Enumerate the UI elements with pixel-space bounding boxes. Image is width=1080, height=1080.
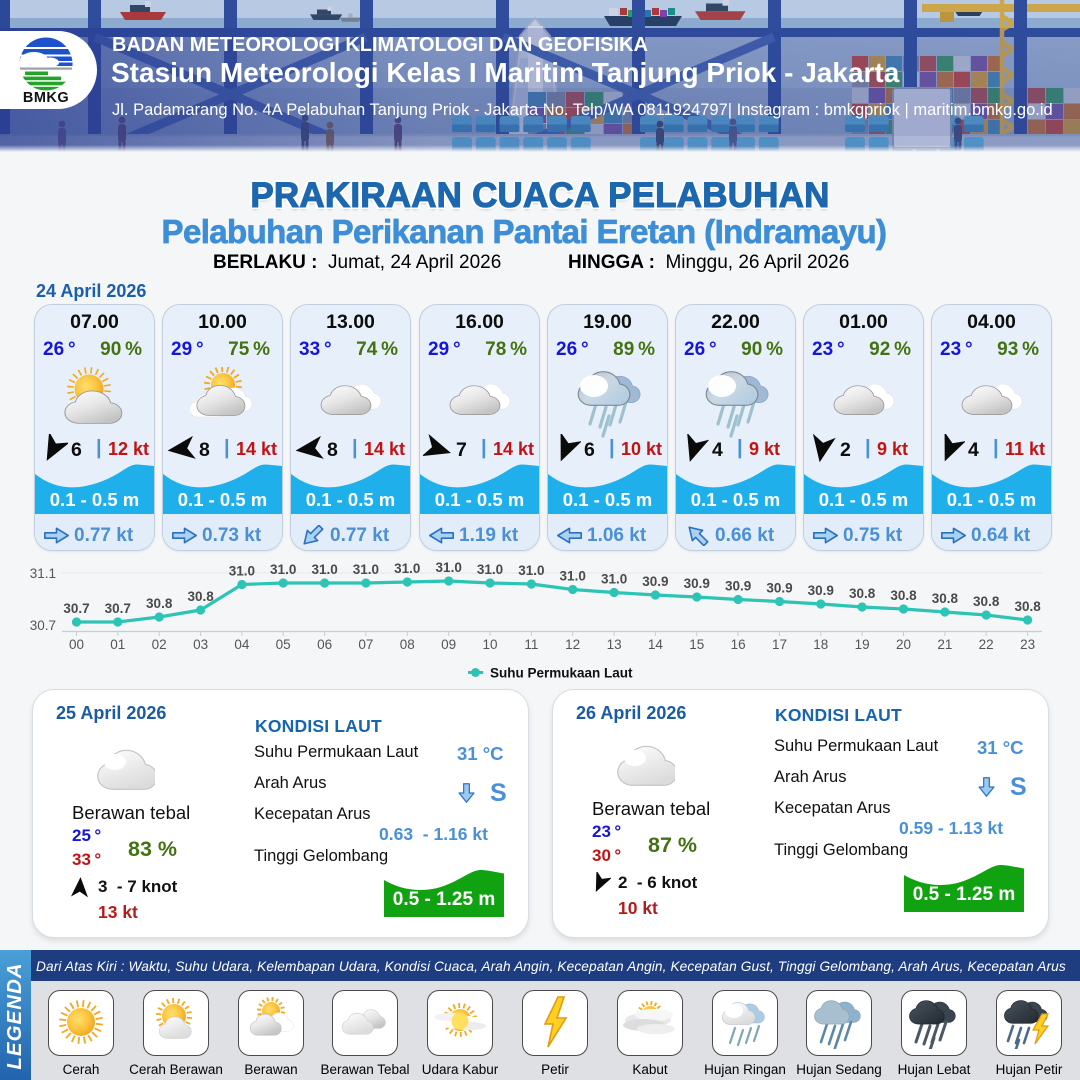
- svg-text:30.8: 30.8: [849, 586, 876, 601]
- svg-text:13: 13: [607, 637, 622, 652]
- svg-text:31.0: 31.0: [518, 563, 544, 578]
- svg-text:15: 15: [689, 637, 704, 652]
- svg-text:16: 16: [731, 637, 746, 652]
- svg-text:31.0: 31.0: [394, 561, 420, 576]
- svg-text:30.8: 30.8: [890, 588, 917, 603]
- svg-text:03: 03: [193, 637, 208, 652]
- svg-text:19: 19: [855, 637, 870, 652]
- svg-text:14: 14: [648, 637, 664, 652]
- svg-text:18: 18: [813, 637, 828, 652]
- svg-text:31.0: 31.0: [477, 562, 503, 577]
- svg-text:06: 06: [317, 637, 332, 652]
- svg-text:30.9: 30.9: [642, 574, 668, 589]
- svg-text:00: 00: [69, 637, 84, 652]
- svg-text:20: 20: [896, 637, 911, 652]
- svg-text:Suhu Permukaan Laut: Suhu Permukaan Laut: [490, 666, 633, 681]
- svg-text:30.9: 30.9: [808, 583, 834, 598]
- svg-text:21: 21: [937, 637, 952, 652]
- svg-text:30.9: 30.9: [684, 576, 710, 591]
- svg-text:31.0: 31.0: [601, 572, 627, 587]
- svg-text:05: 05: [276, 637, 291, 652]
- svg-text:31.0: 31.0: [229, 564, 255, 579]
- svg-text:23: 23: [1020, 637, 1035, 652]
- svg-text:31.0: 31.0: [270, 562, 296, 577]
- svg-text:30.7: 30.7: [105, 601, 131, 616]
- svg-text:02: 02: [152, 637, 167, 652]
- svg-text:31.0: 31.0: [353, 562, 379, 577]
- svg-text:31.1: 31.1: [30, 566, 56, 581]
- svg-text:30.7: 30.7: [63, 601, 89, 616]
- svg-text:31.0: 31.0: [311, 562, 337, 577]
- svg-text:30.9: 30.9: [725, 579, 751, 594]
- svg-text:11: 11: [524, 637, 538, 652]
- svg-text:17: 17: [772, 637, 787, 652]
- svg-text:09: 09: [441, 637, 456, 652]
- svg-text:01: 01: [110, 637, 125, 652]
- svg-text:30.9: 30.9: [766, 581, 792, 596]
- svg-text:10: 10: [482, 637, 497, 652]
- svg-text:30.8: 30.8: [932, 591, 959, 606]
- svg-text:08: 08: [400, 637, 415, 652]
- svg-text:12: 12: [565, 637, 580, 652]
- svg-text:31.0: 31.0: [436, 560, 462, 575]
- svg-text:30.8: 30.8: [187, 589, 214, 604]
- svg-text:07: 07: [358, 637, 373, 652]
- svg-text:30.7: 30.7: [30, 618, 56, 633]
- svg-text:30.8: 30.8: [973, 594, 1000, 609]
- svg-text:30.8: 30.8: [146, 596, 173, 611]
- svg-text:22: 22: [979, 637, 994, 652]
- svg-text:04: 04: [234, 637, 250, 652]
- svg-text:31.0: 31.0: [560, 569, 586, 584]
- svg-text:30.8: 30.8: [1014, 599, 1041, 614]
